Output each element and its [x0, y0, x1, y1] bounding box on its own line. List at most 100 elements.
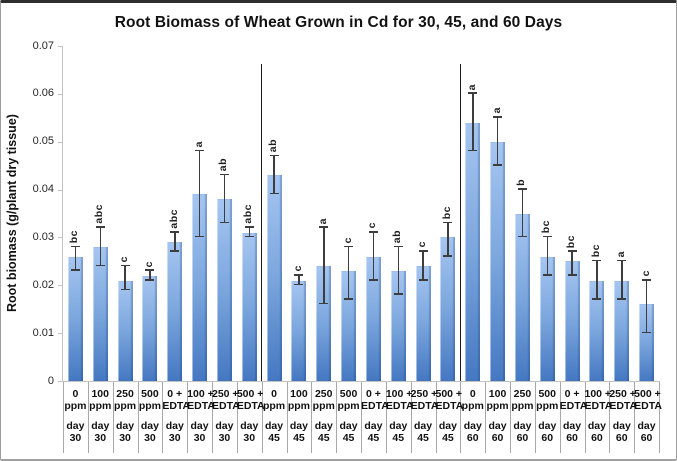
significance-letter: a [192, 140, 205, 148]
bar [241, 232, 257, 381]
category-label: 250 + EDTA day 45 [411, 382, 439, 456]
chart-title: Root Biomass of Wheat Grown in Cd for 30… [114, 14, 563, 31]
treatment-label: 250 + EDTA [609, 388, 638, 412]
bar [167, 242, 183, 381]
bar [490, 141, 506, 381]
error-bar-cap [443, 255, 453, 257]
category-label: 0 ppm day 60 [460, 382, 485, 456]
y-tick-mark [58, 46, 63, 47]
day-label: day 45 [389, 420, 408, 444]
significance-letter: ab [267, 138, 280, 153]
category-separator [112, 382, 114, 453]
error-bar-cap [418, 279, 428, 281]
error-bar-cap [617, 298, 627, 300]
bar [415, 266, 431, 381]
treatment-label: 100 + EDTA [385, 388, 414, 412]
day-label: day 45 [438, 420, 457, 444]
error-bar-cap [70, 245, 80, 247]
bar [192, 194, 208, 381]
error-bar [99, 227, 101, 267]
significance-letter: c [639, 270, 652, 277]
treatment-label: 500 ppm [138, 388, 161, 412]
error-bar-cap [120, 288, 130, 291]
category-separator [659, 382, 660, 453]
day-label: day 60 [587, 420, 606, 444]
category-label: 100 ppm day 30 [88, 382, 113, 456]
error-bar [223, 175, 226, 224]
error-bar [571, 251, 573, 276]
treatment-label: 100 ppm [486, 388, 509, 412]
category-separator [212, 382, 213, 453]
error-bar-cap [592, 298, 602, 300]
y-tick-label: 0.06 [32, 87, 54, 100]
day-label: day 30 [140, 420, 159, 444]
treatment-label: 250 ppm [312, 388, 335, 412]
error-bar-cap [170, 250, 180, 252]
category-label: 100 ppm day 60 [485, 382, 510, 456]
error-bar-cap [517, 188, 527, 190]
category-label: 500 + EDTA day 60 [634, 382, 662, 456]
y-tick-mark [58, 141, 63, 143]
error-bar [422, 251, 424, 281]
bar [67, 256, 83, 381]
error-bar [546, 237, 548, 276]
significance-letter: c [142, 260, 155, 267]
category-label: 0 ppm day 30 [63, 382, 88, 456]
y-tick-label: 0.01 [32, 326, 54, 339]
category-axis-labels: 0 ppm day 30 100 ppm day 30 250 ppm day 30 500 ppm day… [63, 382, 662, 456]
category-separator [485, 382, 487, 453]
category-separator [311, 382, 313, 453]
error-bar [596, 261, 598, 300]
category-separator [261, 382, 263, 453]
significance-letter: b [515, 178, 528, 186]
significance-letter: a [465, 83, 478, 90]
error-bar-cap [219, 173, 229, 176]
category-label: 250 ppm day 60 [510, 382, 535, 456]
error-bar [372, 232, 375, 281]
error-bar [149, 270, 151, 281]
error-bar-cap [344, 245, 354, 247]
category-label: 500 + EDTA day 30 [237, 382, 265, 456]
significance-letter: ab [391, 229, 404, 243]
treatment-label: 100 ppm [287, 388, 310, 412]
bar [514, 213, 530, 381]
treatment-label: 250 + EDTA [212, 388, 240, 412]
error-bar-cap [368, 231, 378, 233]
category-label: 0 + EDTA day 30 [162, 382, 190, 456]
category-label: 250 ppm day 30 [113, 382, 138, 456]
treatment-label: 0 ppm [64, 388, 87, 412]
group-divider-line [260, 64, 263, 381]
category-separator [286, 382, 288, 453]
error-bar-cap [269, 154, 279, 157]
error-bar-cap [418, 250, 428, 252]
day-label: day 60 [538, 420, 557, 444]
error-bar [447, 223, 449, 257]
category-separator [460, 382, 462, 453]
significance-letter: bc [440, 205, 453, 220]
error-bar-cap [95, 226, 105, 228]
error-bar-cap [95, 264, 105, 267]
error-bar-cap [468, 92, 478, 94]
category-separator [584, 382, 586, 453]
bar [266, 175, 282, 381]
bar [365, 256, 381, 381]
day-label: day 30 [240, 420, 259, 444]
day-label: day 60 [637, 420, 656, 444]
error-bar-cap [617, 259, 627, 262]
category-label: 0 + EDTA day 45 [361, 382, 389, 456]
treatment-label: 250 ppm [511, 388, 534, 412]
treatment-label: 250 ppm [113, 388, 137, 412]
bar [614, 280, 630, 381]
error-bar-cap [517, 235, 527, 238]
error-bar-cap [269, 192, 279, 195]
day-label: day 60 [513, 420, 532, 444]
error-bar-cap [393, 293, 403, 295]
error-bar [248, 227, 250, 238]
y-tick-mark [58, 333, 63, 335]
category-separator [510, 382, 511, 453]
error-bar [273, 156, 275, 195]
day-label: day 30 [190, 420, 209, 444]
category-label: 100 ppm day 45 [287, 382, 312, 456]
error-bar-cap [344, 298, 354, 300]
